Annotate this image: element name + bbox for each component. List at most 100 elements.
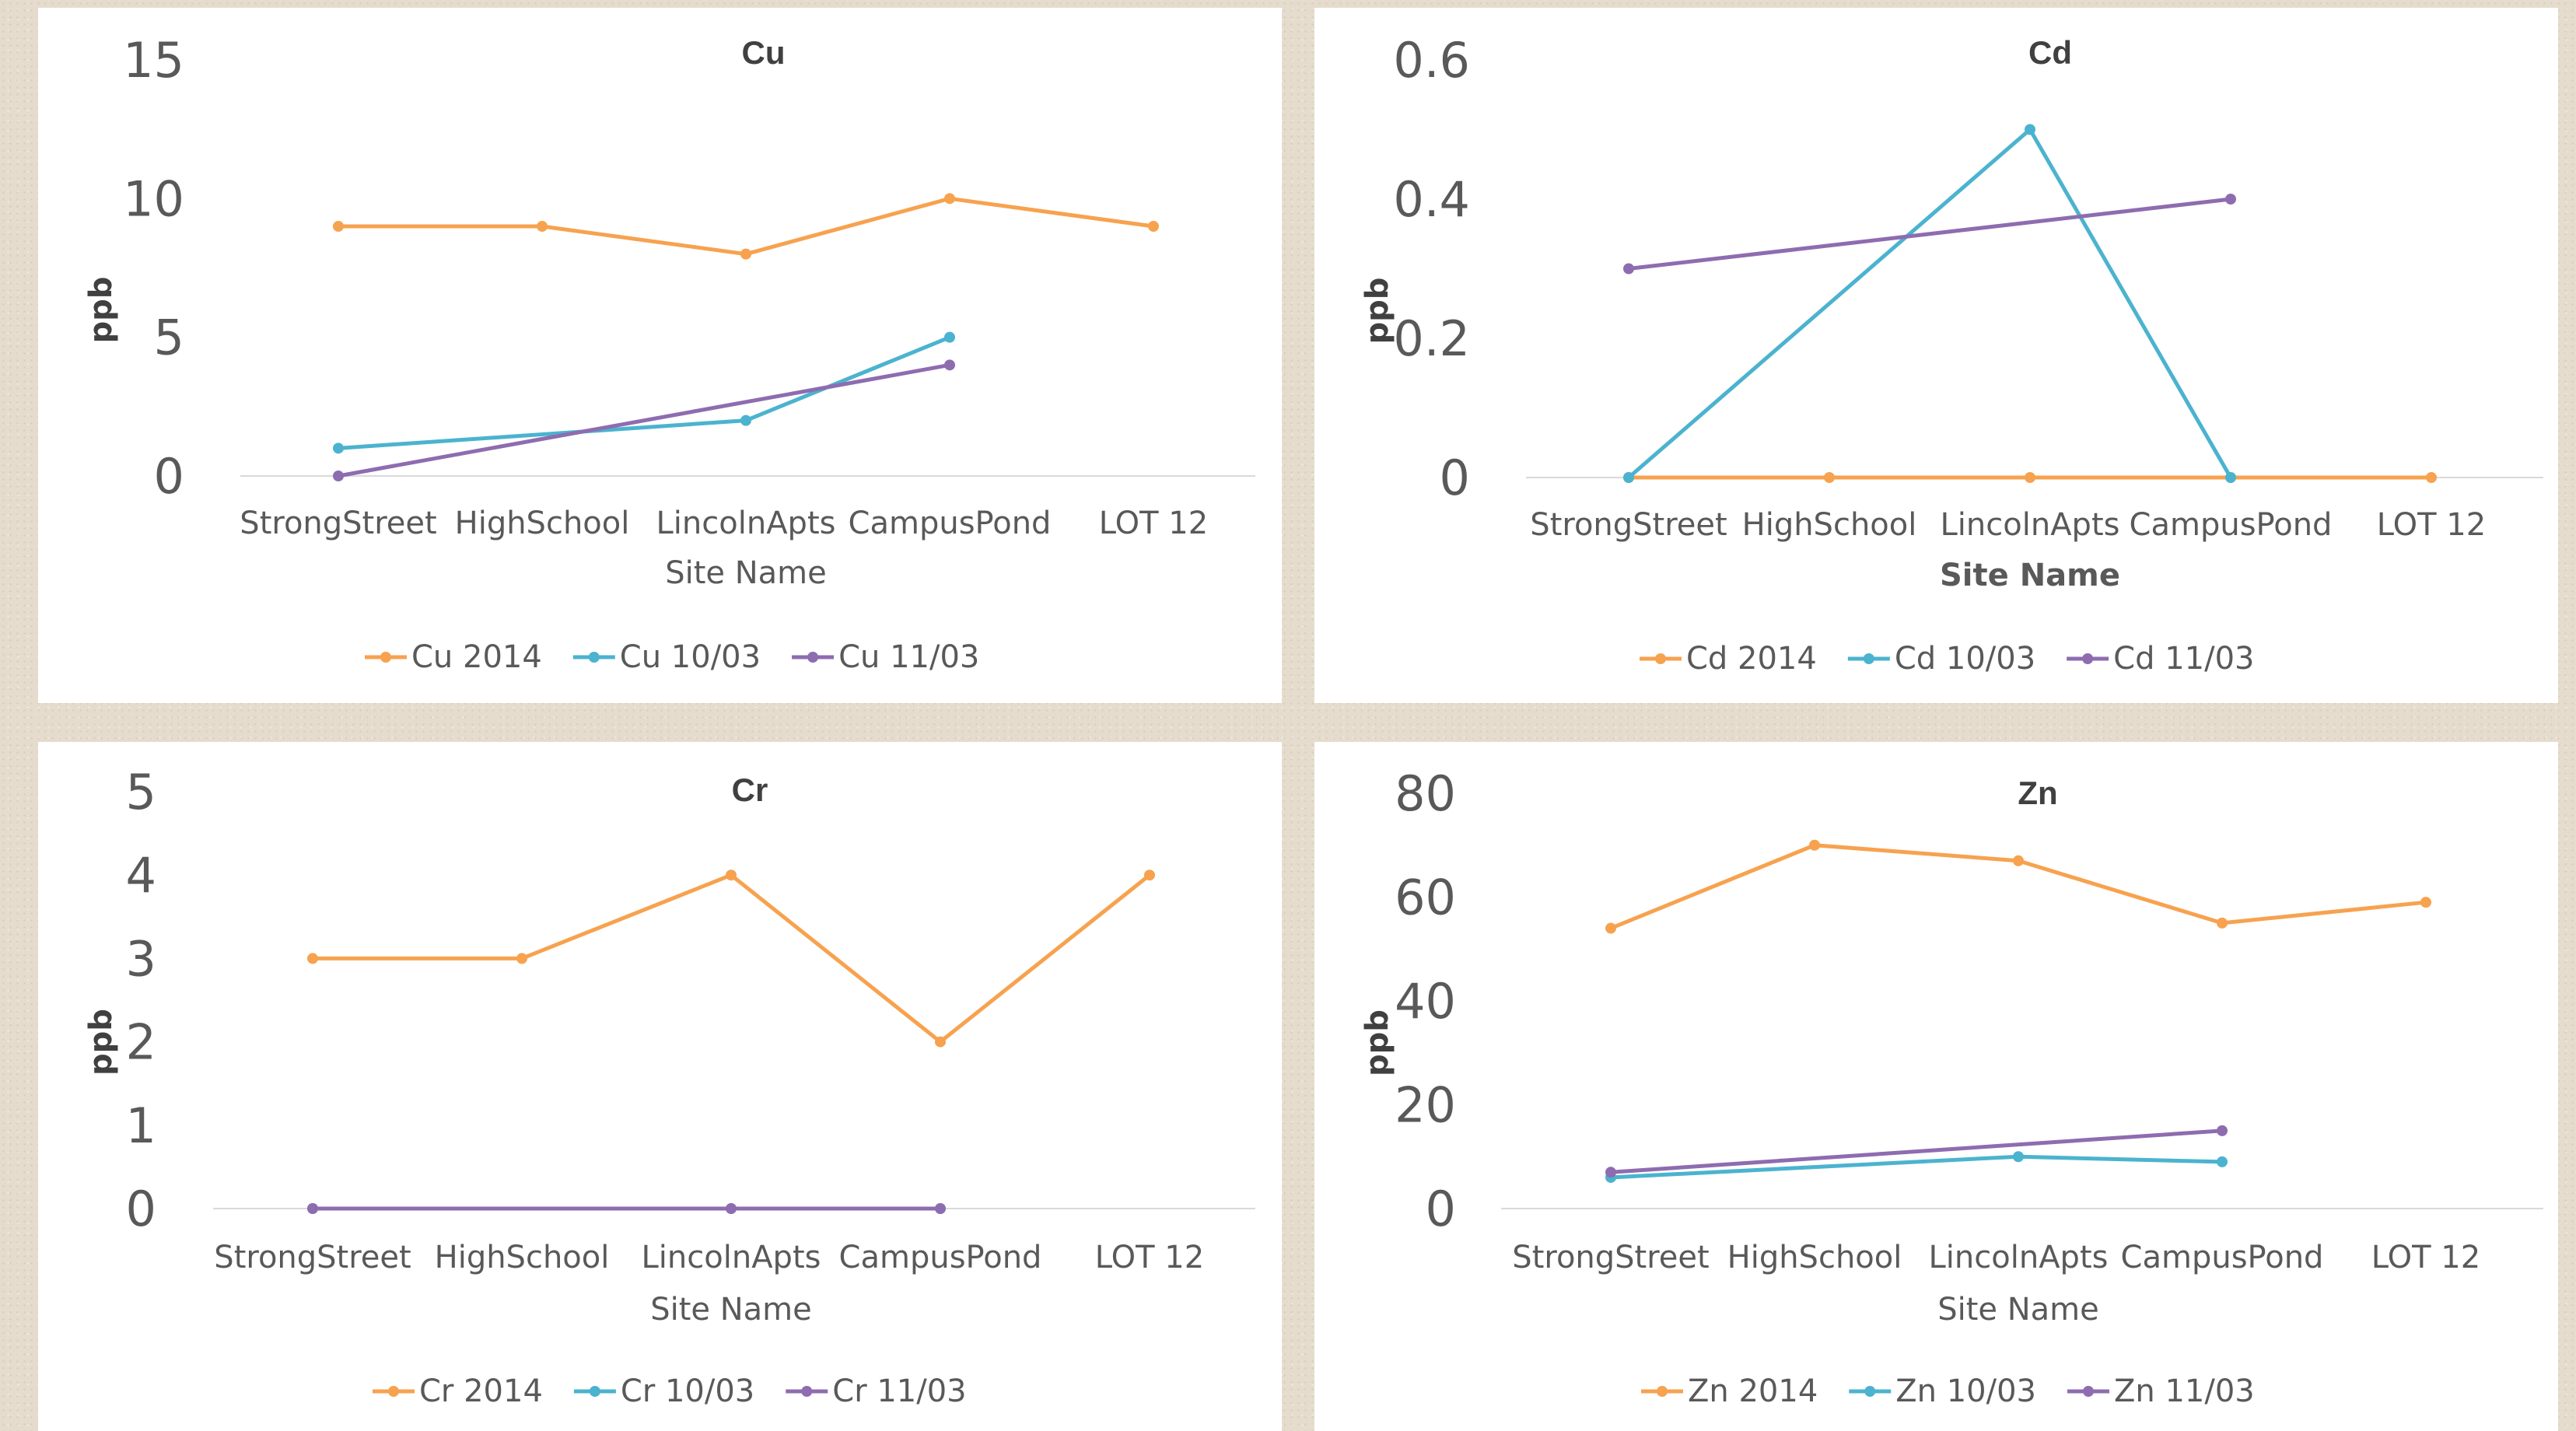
chart-panel-zn: Zn 0 20 40 60 80 ppb StrongStreet HighSchool Linc… <box>1314 742 2558 1431</box>
data-point <box>333 221 344 232</box>
data-point <box>726 1203 737 1214</box>
series-line <box>1608 1128 2224 1174</box>
data-point <box>2025 124 2035 135</box>
legend-item: Zn 2014 <box>1641 1373 1818 1409</box>
x-tick-label: HighSchool <box>1742 507 1917 543</box>
y-tick-label: 0.4 <box>1393 171 1470 228</box>
chart-panel-cd: Cd 0 0.2 0.4 0.6 ppb StrongStreet HighSchool Lin… <box>1314 8 2558 703</box>
legend-marker <box>1864 1386 1876 1397</box>
legend-marker <box>388 1386 399 1397</box>
x-axis-label: Site Name <box>1940 558 2120 593</box>
legend-item: Zn 10/03 <box>1849 1373 2036 1409</box>
data-point <box>944 359 955 371</box>
x-tick-label: LincolnApts <box>656 506 836 541</box>
x-axis-label: Site Name <box>650 1292 812 1328</box>
data-point <box>2217 1125 2228 1136</box>
y-tick-label: 0 <box>1426 1181 1456 1237</box>
data-point <box>1148 221 1159 232</box>
legend-label: Cd 2014 <box>1686 641 1817 677</box>
legend-item: Cd 2014 <box>1640 641 1817 677</box>
data-point <box>2225 194 2236 205</box>
series-line <box>336 362 952 478</box>
y-tick-label: 0 <box>1440 450 1470 506</box>
data-point <box>333 443 344 454</box>
legend-label: Cu 11/03 <box>838 639 979 675</box>
legend-item: Cr 11/03 <box>786 1373 967 1409</box>
x-tick-label: LincolnApts <box>1929 1240 2109 1275</box>
data-point <box>944 331 955 343</box>
chart-title: Cd <box>2028 34 2072 71</box>
data-point <box>1824 472 1835 483</box>
legend-item: Cu 10/03 <box>572 639 761 675</box>
y-tick-label: 1 <box>126 1097 156 1154</box>
data-point <box>2025 472 2035 483</box>
x-tick-label: StrongStreet <box>214 1240 411 1275</box>
legend-label: Cd 11/03 <box>2113 641 2254 677</box>
legend-item: Cu 11/03 <box>792 639 979 675</box>
y-tick-label: 3 <box>126 930 156 987</box>
legend-item: Cu 2014 <box>365 639 542 675</box>
x-tick-label: CampusPond <box>839 1240 1042 1275</box>
chart-panel-cr: Cr 0 1 2 3 4 5 ppb StrongStreet HighSchool Lincoln… <box>38 742 1282 1431</box>
series-line <box>310 873 1152 1044</box>
chart-svg-zn: Zn 0 20 40 60 80 ppb StrongStreet HighSchool Linc… <box>1360 765 2543 1409</box>
x-tick-label: StrongStreet <box>1512 1240 1709 1275</box>
x-tick-label: LOT 12 <box>2371 1240 2480 1275</box>
legend-marker <box>1657 1386 1668 1397</box>
data-point <box>935 1203 946 1214</box>
data-point <box>1809 839 1820 851</box>
x-tick-label: HighSchool <box>1727 1240 1902 1275</box>
data-point <box>2217 917 2228 929</box>
legend-marker <box>807 652 819 663</box>
legend-label: Zn 11/03 <box>2114 1373 2255 1409</box>
legend-item: Cr 2014 <box>373 1373 543 1409</box>
y-tick-label: 20 <box>1395 1077 1456 1134</box>
data-point <box>2225 472 2236 483</box>
legend-label: Cr 10/03 <box>621 1373 754 1409</box>
chart-svg-cu: Cu 0 5 10 15 ppb StrongStreet HighSchool Lincoln… <box>83 32 1255 675</box>
legend-item: Cd 11/03 <box>2067 641 2254 677</box>
legend-marker <box>588 652 600 663</box>
y-tick-label: 5 <box>126 764 156 820</box>
legend-label: Zn 10/03 <box>1895 1373 2036 1409</box>
series-line <box>336 335 952 450</box>
x-tick-label: CampusPond <box>849 506 1052 541</box>
legend-item: Cr 10/03 <box>573 1373 754 1409</box>
chart-panel-cu: Cu 0 5 10 15 ppb StrongStreet HighSchool Lincoln… <box>38 8 1282 703</box>
data-point <box>2420 897 2431 908</box>
legend-label: Cr 11/03 <box>832 1373 966 1409</box>
data-point <box>307 1203 318 1214</box>
x-axis-label: Site Name <box>665 555 827 591</box>
data-point <box>944 193 955 205</box>
data-point <box>2013 855 2024 866</box>
y-tick-label: 5 <box>154 310 184 366</box>
y-tick-label: 0.2 <box>1393 310 1470 367</box>
y-tick-label: 0 <box>126 1181 156 1237</box>
legend-marker <box>380 652 391 663</box>
legend-marker <box>1863 653 1874 664</box>
data-point <box>1605 922 1616 934</box>
legend-label: Zn 2014 <box>1688 1373 1818 1409</box>
chart-title: Zn <box>2018 775 2057 811</box>
y-tick-label: 60 <box>1395 869 1456 926</box>
legend-label: Cr 2014 <box>419 1373 543 1409</box>
data-point <box>1605 1167 1616 1178</box>
y-tick-label: 2 <box>126 1014 156 1071</box>
y-axis-label: ppb <box>83 277 119 344</box>
y-tick-label: 0 <box>154 448 184 505</box>
y-tick-label: 40 <box>1395 973 1456 1030</box>
data-point <box>307 953 318 964</box>
legend-label: Cu 10/03 <box>620 639 761 675</box>
data-point <box>333 471 344 481</box>
data-point <box>726 869 737 881</box>
x-tick-label: StrongStreet <box>1530 507 1727 543</box>
x-tick-label: LOT 12 <box>2377 507 2486 543</box>
legend-label: Cd 10/03 <box>1895 641 2035 677</box>
legend-marker <box>589 1386 600 1397</box>
series-line <box>336 196 1156 257</box>
data-point <box>516 953 527 964</box>
legend-label: Cu 2014 <box>411 639 542 675</box>
data-point <box>1623 263 1634 275</box>
data-point <box>935 1036 946 1048</box>
data-point <box>1144 869 1155 881</box>
